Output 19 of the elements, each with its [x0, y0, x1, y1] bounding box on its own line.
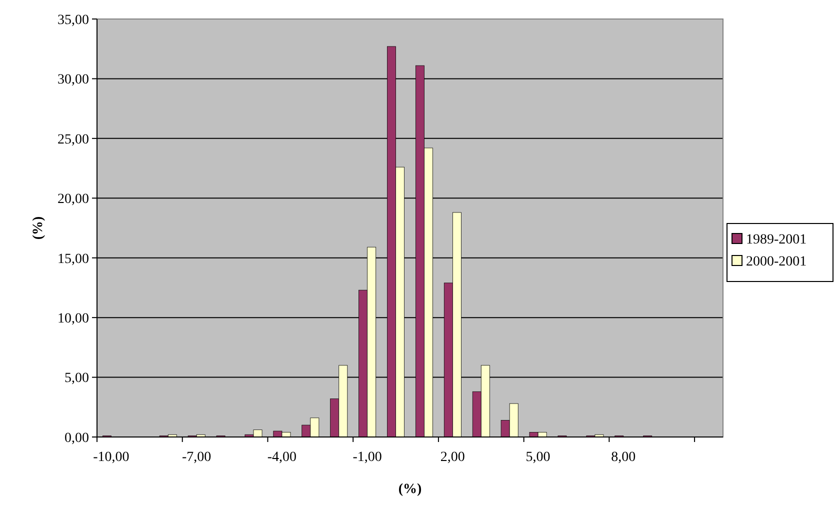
legend-label: 2000-2001 — [746, 254, 807, 270]
y-tick-label: 15,00 — [58, 252, 89, 267]
y-tick-label: 25,00 — [58, 132, 89, 148]
x-tick-label: -4,00 — [267, 450, 297, 465]
y-axis-title: (%) — [31, 216, 46, 240]
x-tick-label: -1,00 — [352, 450, 382, 465]
y-tick-label: 35,00 — [58, 12, 89, 28]
y-tick-label: 30,00 — [58, 72, 89, 88]
x-tick-label: -10,00 — [93, 450, 130, 465]
y-tick-label: 5,00 — [64, 371, 89, 386]
x-tick-label: 5,00 — [526, 450, 550, 465]
x-tick-label: 2,00 — [440, 450, 465, 465]
y-tick-label: 0,00 — [64, 430, 89, 446]
legend-label: 1989-2001 — [746, 232, 807, 248]
x-axis-title: (%) — [398, 482, 422, 497]
x-tick-label: 8,00 — [611, 450, 636, 465]
y-tick-label: 10,00 — [58, 311, 89, 326]
x-tick-label: -7,00 — [182, 450, 212, 465]
y-tick-label: 20,00 — [58, 192, 89, 208]
